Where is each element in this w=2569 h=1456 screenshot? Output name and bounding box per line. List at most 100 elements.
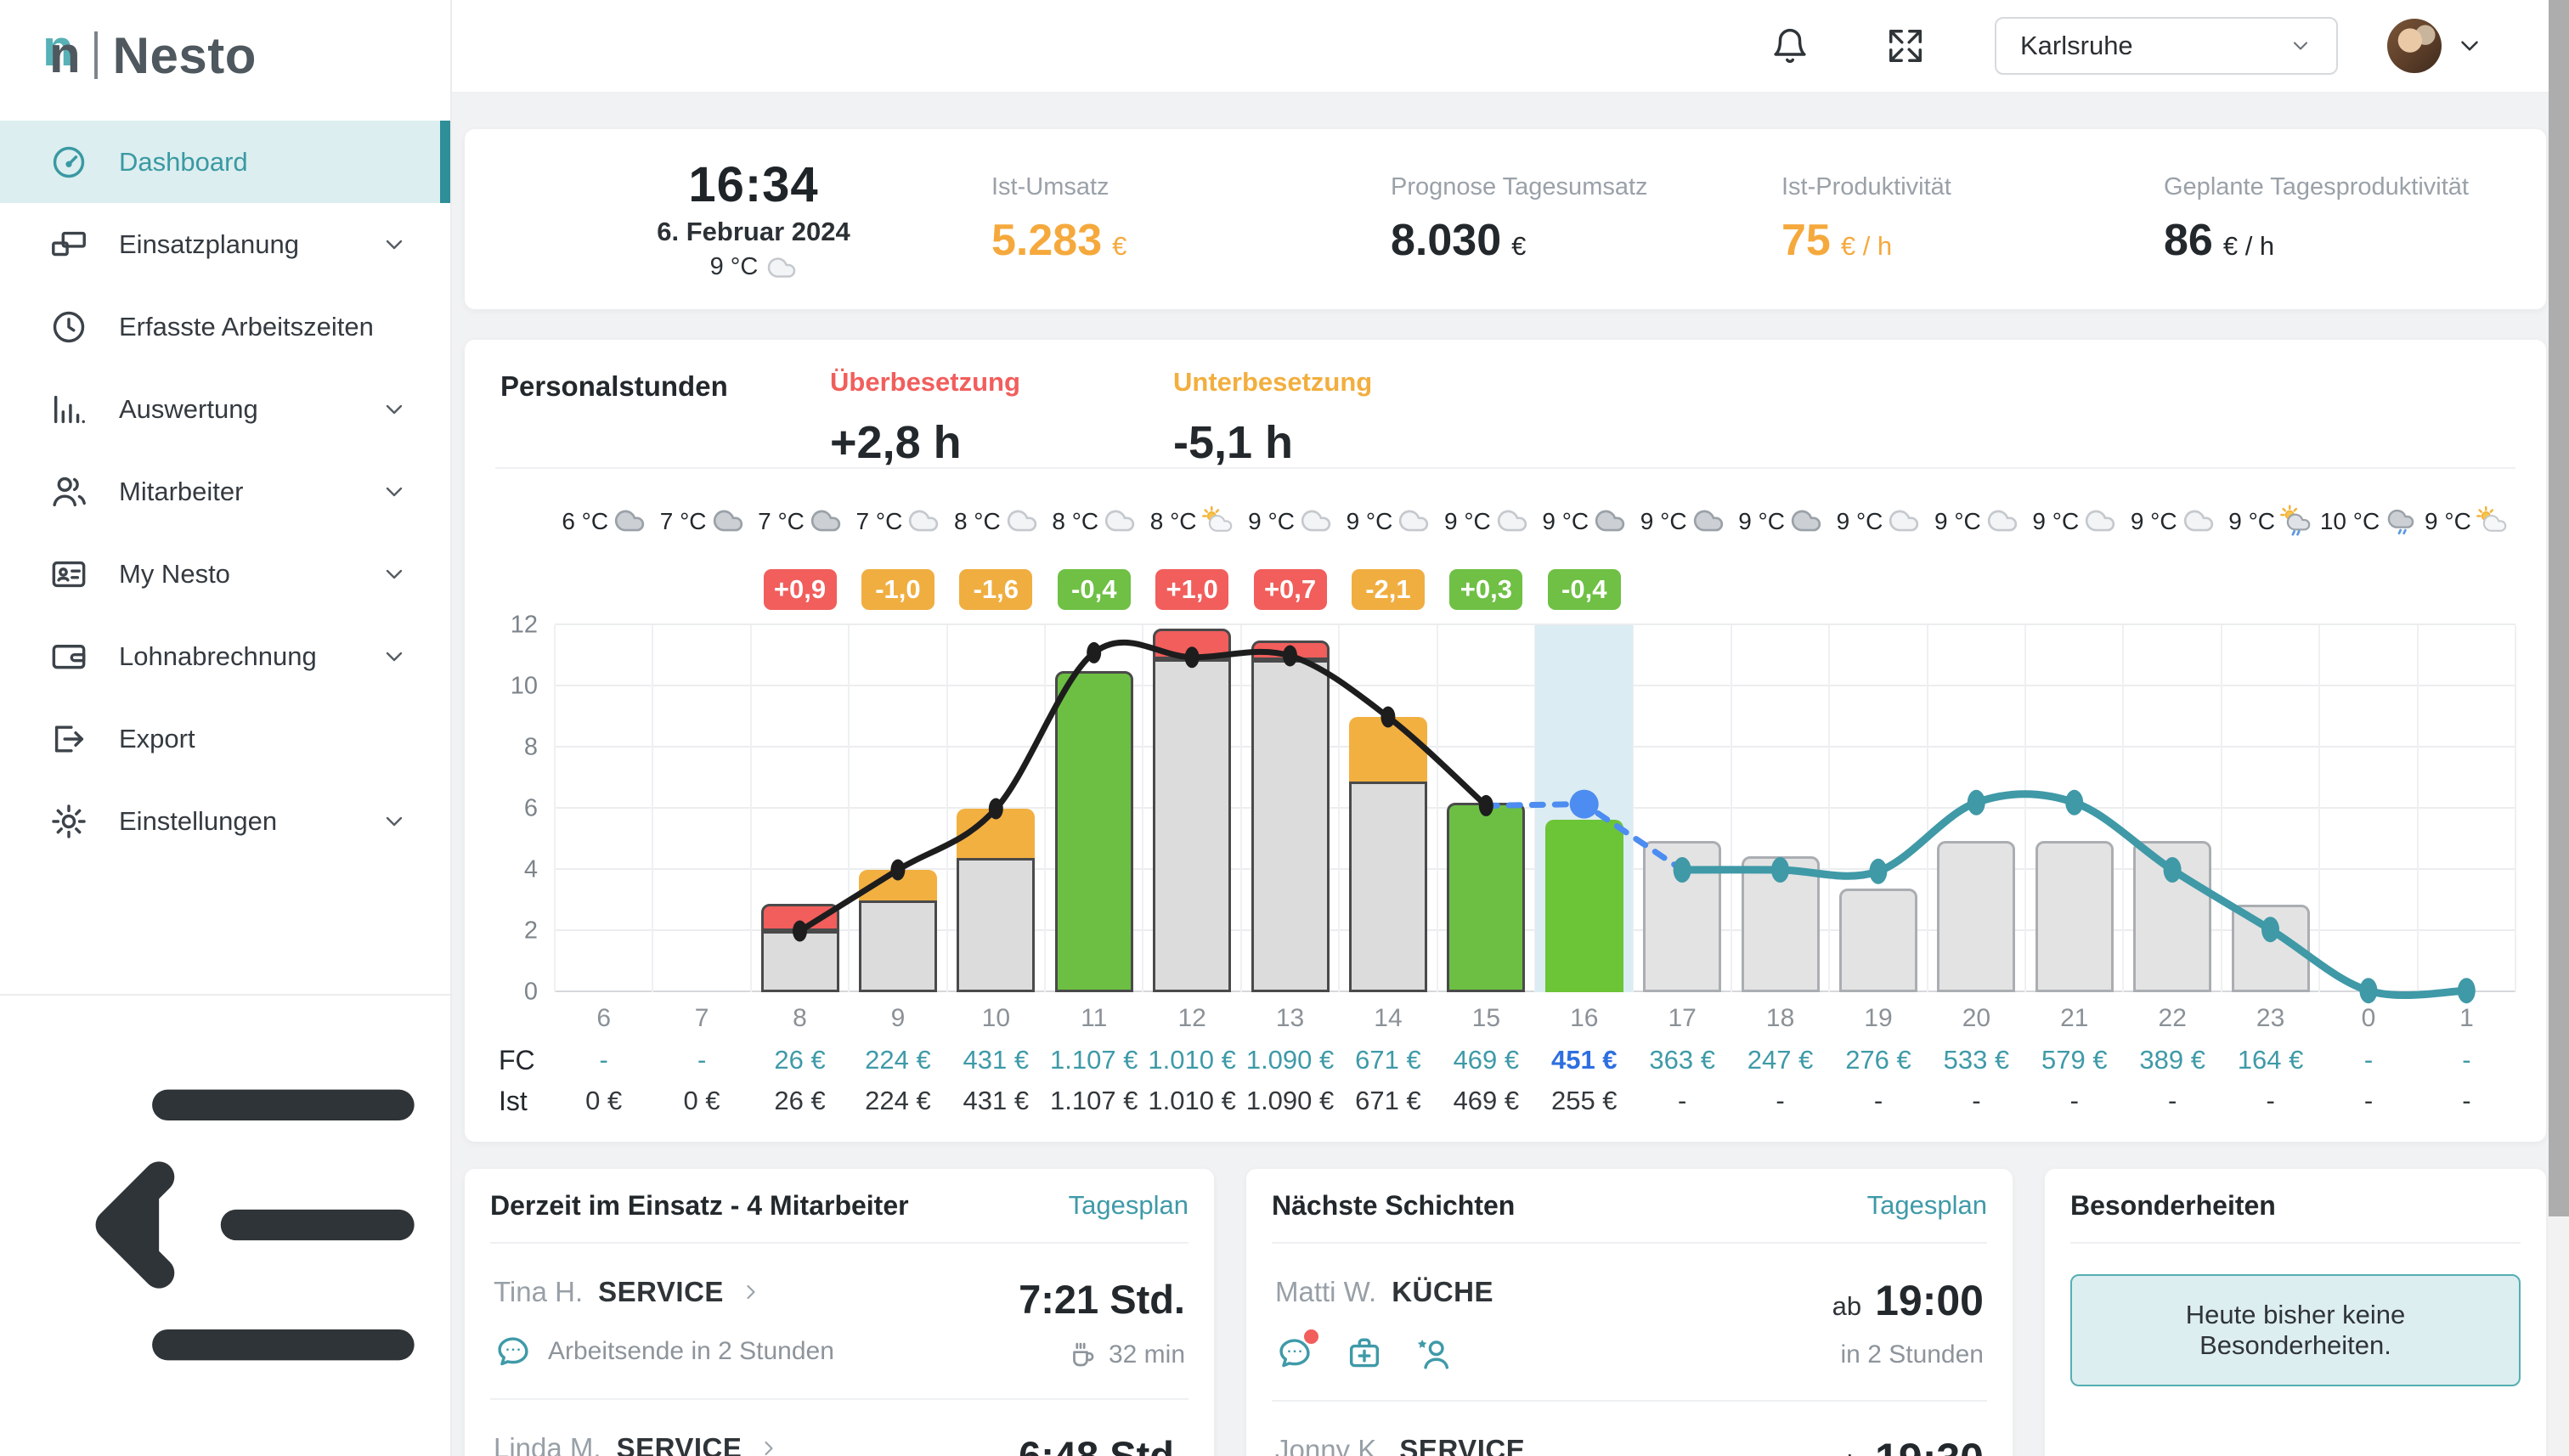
weather-item: 10 °C	[2319, 505, 2417, 554]
sidebar-item-einsatzplanung[interactable]: Einsatzplanung	[0, 203, 450, 285]
fullscreen-icon[interactable]	[1886, 26, 1925, 65]
x-tick-label: 22	[2158, 1004, 2187, 1032]
fc-value-cell: 533 €	[1943, 1045, 2010, 1075]
nesto-logo[interactable]: n n Nesto	[0, 0, 450, 84]
employee-name: Linda M.	[494, 1432, 601, 1456]
user-avatar[interactable]	[2387, 19, 2442, 73]
employee-name: Jonny K.	[1275, 1434, 1385, 1456]
chevron-right-icon[interactable]	[739, 1280, 763, 1304]
sidebar-footer	[0, 994, 450, 1456]
besonderheiten-card: Besonderheiten Heute bisher keine Besond…	[2045, 1169, 2546, 1456]
cloud-light-icon	[2084, 505, 2116, 537]
chevron-down-icon	[381, 396, 408, 423]
worked-duration: 7:21 Std.	[1019, 1277, 1185, 1322]
location-select[interactable]: Karlsruhe	[1995, 17, 2338, 75]
shift-row-jonny-k[interactable]: Jonny K. SERVICE ab 19:30 in 3 Stunden	[1272, 1402, 1987, 1456]
cloud-light-icon	[1496, 505, 1528, 537]
badge-cell	[1928, 569, 2025, 612]
sidebar-item-export[interactable]: Export	[0, 697, 450, 780]
sidebar-item-label: Export	[119, 723, 195, 753]
employee-row-linda-m[interactable]: Linda M. SERVICE Arbeitsende in 2 Stunde…	[490, 1400, 1189, 1456]
employee-role: SERVICE	[598, 1276, 724, 1307]
sidebar-nav: Dashboard Einsatzplanung Erfasste Arbeitsz…	[0, 121, 450, 862]
notifications-bell-icon[interactable]	[1770, 26, 1810, 65]
sidebar-item-erfasste-arbeitszeiten[interactable]: Erfasste Arbeitszeiten	[0, 285, 450, 368]
chart-bar-segment	[1838, 888, 1917, 992]
sidebar-item-einstellungen[interactable]: Einstellungen	[0, 780, 450, 862]
x-tick-label: 17	[1668, 1004, 1697, 1032]
sidebar-item-label: Dashboard	[119, 146, 248, 177]
badge-cell	[1829, 569, 1927, 612]
weather-temp: 8 °C	[953, 508, 1001, 534]
delta-badge: +1,0	[1155, 569, 1229, 610]
y-tick-label: 4	[523, 855, 538, 883]
shift-countdown: in 2 Stunden	[1840, 1340, 1984, 1369]
logo-n-mark: n n	[42, 23, 81, 81]
collapse-sidebar-icon[interactable]	[39, 1019, 450, 1431]
sun-rain-cloud-icon	[2280, 505, 2312, 537]
cloud-dark-icon	[1692, 505, 1725, 537]
chevron-down-icon	[381, 808, 408, 835]
weather-temp: 9 °C	[2425, 508, 2471, 534]
scrollbar-thumb[interactable]	[2549, 0, 2569, 1216]
chevron-down-icon	[2289, 34, 2312, 58]
badge-cell: -0,4	[1535, 569, 1633, 612]
badge-cell	[652, 569, 750, 612]
ist-value-cell: 1.090 €	[1245, 1086, 1335, 1115]
topbar: Karlsruhe	[452, 0, 2569, 93]
stat-value: 86	[2164, 215, 2213, 265]
sidebar-item-dashboard[interactable]: Dashboard	[0, 121, 450, 203]
chevron-right-icon[interactable]	[757, 1436, 781, 1456]
sidebar-item-auswertung[interactable]: Auswertung	[0, 368, 450, 450]
tagesplan-link[interactable]: Tagesplan	[1866, 1190, 1987, 1220]
chevron-down-icon	[381, 643, 408, 670]
user-menu-chevron-icon[interactable]	[2455, 31, 2484, 60]
cloud-dark-icon	[810, 505, 842, 537]
ueberbesetzung-label: Überbesetzung	[830, 367, 1020, 397]
shift-row-matti-w[interactable]: Matti W. KÜCHE ab 19:00 in 2 Stunden	[1272, 1244, 1987, 1400]
sidebar-item-lohnabrechnung[interactable]: Lohnabrechnung	[0, 615, 450, 697]
fc-value-cell: 451 €	[1550, 1045, 1618, 1075]
stat-unit: €	[1112, 230, 1127, 261]
assign-user-icon[interactable]	[1414, 1334, 1454, 1373]
hourly-weather-row: 6 °C 7 °C 7 °C 7 °C 8 °C 8 °C 8 °C 9 °C 9 °C 9 °C…	[495, 505, 2515, 554]
weather-temp: 8 °C	[1149, 508, 1197, 534]
weather-item: 9 °C	[1633, 505, 1731, 554]
payroll-icon	[49, 637, 88, 676]
ab-label: ab	[1832, 1449, 1861, 1456]
weather-item: 9 °C	[1829, 505, 1927, 554]
ueberbesetzung-value: +2,8 h	[830, 417, 962, 468]
fc-value-cell: 1.010 €	[1148, 1045, 1236, 1075]
axis-gutter	[495, 505, 555, 554]
gridline-vertical	[1338, 625, 1341, 992]
bottom-panels: Derzeit im Einsatz - 4 Mitarbeiter Tages…	[465, 1169, 2546, 1456]
fc-value-cell: -	[697, 1045, 707, 1075]
cloud-light-icon	[1986, 505, 2019, 537]
shift-start-time: 19:00	[1875, 1277, 1984, 1324]
sidebar-item-label: Einstellungen	[119, 805, 278, 836]
gridline-vertical	[2220, 625, 2222, 992]
main-area: Karlsruhe 16:34 6. Februar 2024 9 °C Ist	[452, 0, 2569, 1456]
weather-temp: 10 °C	[2319, 508, 2380, 534]
weather-item: 9 °C	[1339, 505, 1437, 554]
fc-value-cell: 431 €	[963, 1045, 1030, 1075]
clock-block: 16:34 6. Februar 2024 9 °C	[657, 156, 850, 283]
sidebar-item-mitarbeiter[interactable]: Mitarbeiter	[0, 450, 450, 533]
gridline-vertical	[749, 625, 752, 992]
tagesplan-link[interactable]: Tagesplan	[1068, 1190, 1189, 1220]
first-aid-bag-icon[interactable]	[1345, 1334, 1384, 1373]
chat-icon[interactable]	[494, 1332, 533, 1371]
x-tick-label: 15	[1471, 1004, 1501, 1032]
sidebar-item-my-nesto[interactable]: My Nesto	[0, 533, 450, 615]
employee-role: SERVICE	[1399, 1434, 1526, 1456]
chat-icon[interactable]	[1275, 1329, 1318, 1373]
ist-value-cell: 469 €	[1453, 1086, 1520, 1115]
stat-label: Prognose Tagesumsatz	[1391, 172, 1648, 200]
badge-cell: -2,1	[1339, 569, 1437, 612]
weather-item: 9 °C	[2222, 505, 2319, 554]
y-tick-label: 12	[510, 611, 538, 639]
ist-value-cell: 0 €	[585, 1086, 623, 1115]
chevron-down-icon	[381, 478, 408, 505]
fc-value-cell: 579 €	[2041, 1045, 2108, 1075]
employee-row-tina-h[interactable]: Tina H. SERVICE Arbeitsende in 2 Stunden…	[490, 1244, 1189, 1398]
